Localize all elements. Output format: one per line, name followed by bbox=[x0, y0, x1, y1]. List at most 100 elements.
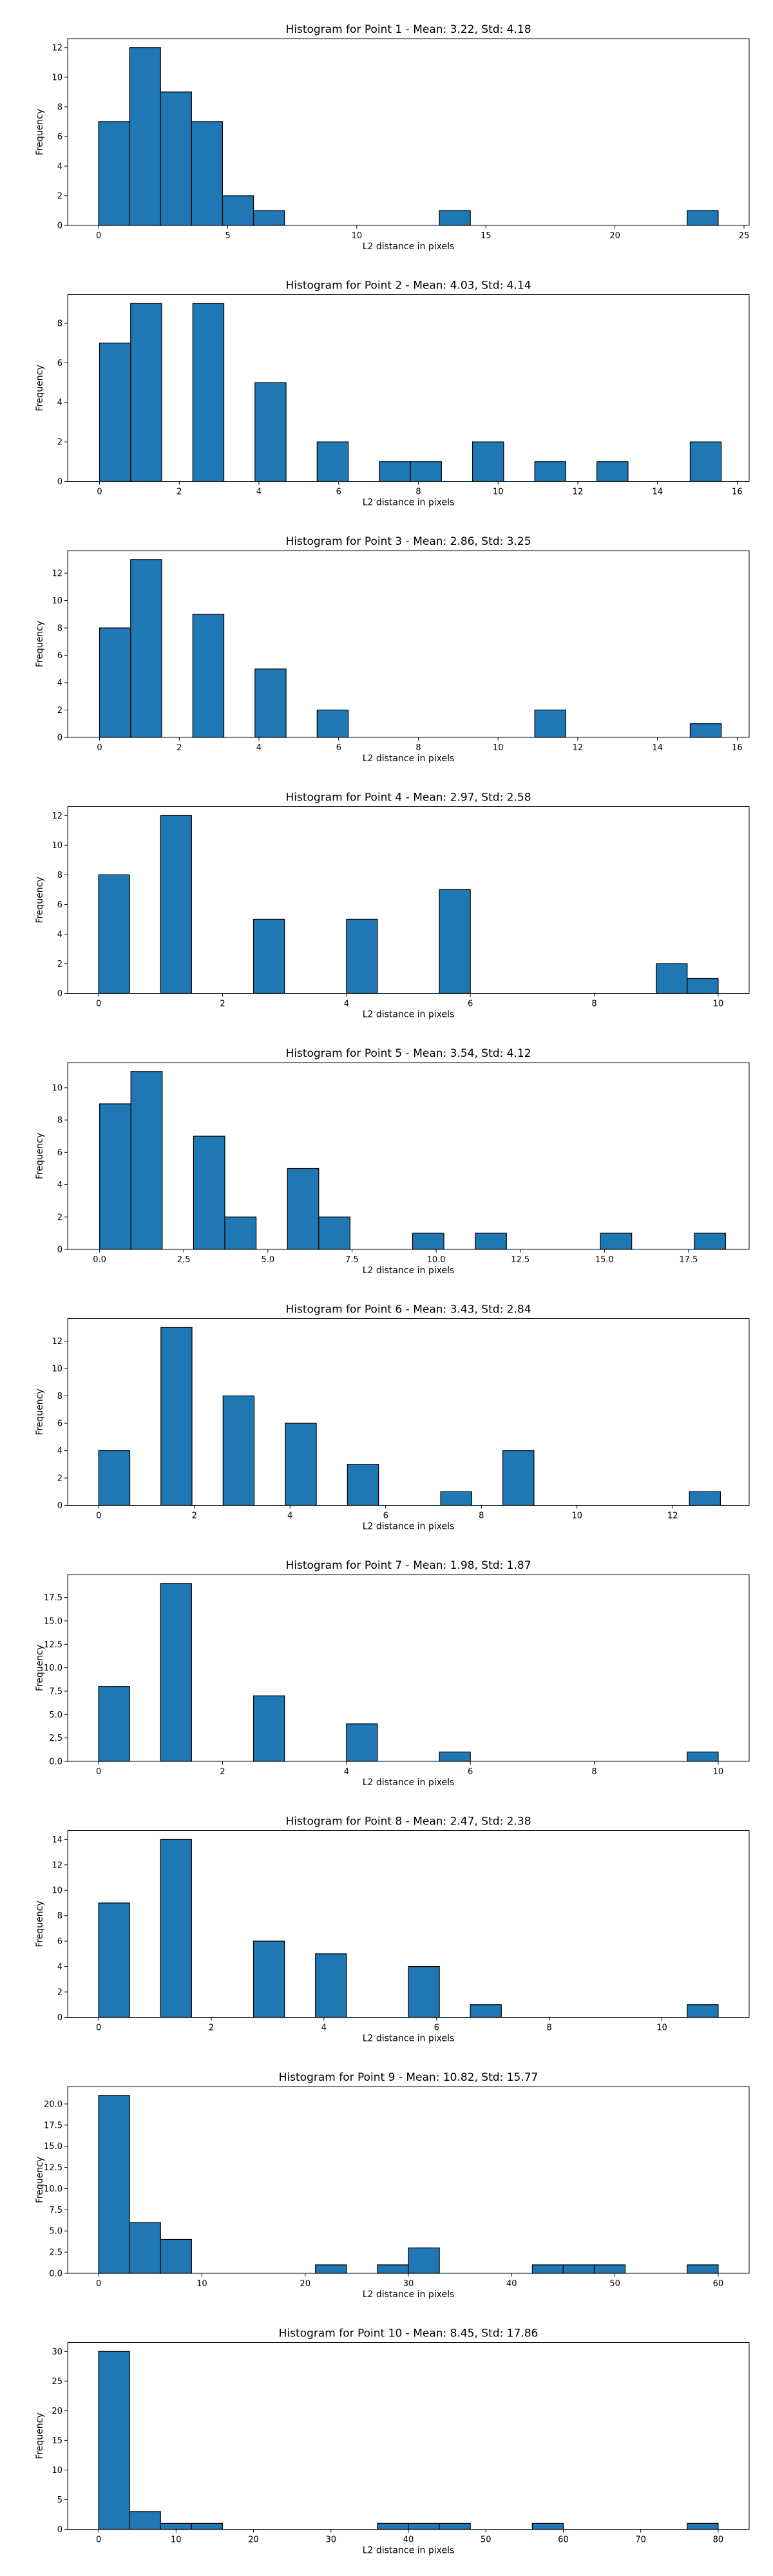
histogram-bar bbox=[534, 709, 566, 738]
histogram-bar bbox=[472, 441, 504, 482]
y-axis-label: Frequency bbox=[35, 1388, 45, 1435]
histogram-bar bbox=[130, 559, 162, 738]
chart-title: Histogram for Point 2 - Mean: 4.03, Std:… bbox=[285, 279, 531, 292]
y-tick-label: 10 bbox=[52, 596, 62, 606]
y-tick-label: 6 bbox=[57, 1937, 62, 1947]
chart-title: Histogram for Point 4 - Mean: 2.97, Std:… bbox=[285, 791, 531, 804]
y-tick-label: 15.0 bbox=[44, 2142, 62, 2152]
y-tick-label: 2 bbox=[57, 1213, 62, 1222]
x-tick-label: 10 bbox=[713, 999, 724, 1009]
y-tick-label: 8 bbox=[57, 1911, 62, 1921]
y-tick-label: 8 bbox=[57, 102, 62, 112]
y-tick-label: 0 bbox=[57, 2525, 62, 2535]
y-tick-label: 6 bbox=[57, 900, 62, 910]
histogram-panel-5: 0.0 2.5 5.0 7.5 10.0 12.5 15.0 17.5 0 2 4 6 8 10 Histo… bbox=[35, 1047, 750, 1276]
x-tick-label: 8 bbox=[546, 2023, 551, 2033]
y-tick-label: 5.0 bbox=[49, 1710, 62, 1720]
y-tick-label: 15.0 bbox=[44, 1616, 62, 1626]
histogram-bar bbox=[253, 918, 285, 994]
x-tick-label: 30 bbox=[325, 2535, 336, 2545]
histogram-bar bbox=[254, 382, 287, 482]
y-tick-label: 14 bbox=[52, 1835, 62, 1845]
histogram-bar bbox=[379, 461, 411, 482]
x-tick-label: 0 bbox=[96, 2535, 101, 2545]
x-tick-label: 50 bbox=[609, 2279, 620, 2289]
x-tick-label: 6 bbox=[468, 1767, 473, 1777]
histogram-bar bbox=[99, 627, 131, 738]
histogram-bar bbox=[534, 461, 566, 482]
chart-title: Histogram for Point 6 - Mean: 3.43, Std:… bbox=[285, 1303, 531, 1316]
y-tick-label: 7.5 bbox=[49, 1687, 62, 1696]
y-tick-label: 0 bbox=[57, 222, 62, 231]
histogram-bar bbox=[192, 303, 225, 482]
histogram-bar bbox=[253, 1695, 285, 1762]
histogram-bar bbox=[99, 343, 131, 482]
y-tick-label: 2 bbox=[57, 706, 62, 715]
x-tick-label: 60 bbox=[713, 2279, 724, 2289]
chart-title: Histogram for Point 5 - Mean: 3.54, Std:… bbox=[285, 1047, 531, 1060]
y-tick-label: 0.0 bbox=[49, 2269, 62, 2279]
y-tick-label: 4 bbox=[57, 1446, 62, 1456]
x-axis-label: L2 distance in pixels bbox=[363, 2546, 455, 2556]
histogram-bar bbox=[316, 441, 349, 482]
x-tick-label: 0 bbox=[96, 1767, 101, 1777]
x-tick-label: 8 bbox=[415, 743, 421, 753]
y-tick-label: 2.5 bbox=[49, 2248, 62, 2258]
histogram-bar bbox=[412, 1233, 444, 1250]
histogram-bar bbox=[346, 918, 378, 994]
x-tick-label: 0 bbox=[96, 2279, 101, 2289]
x-tick-label: 6 bbox=[336, 743, 341, 753]
y-tick-label: 15 bbox=[52, 2436, 62, 2446]
histogram-bar bbox=[318, 1217, 350, 1250]
chart-title: Histogram for Point 10 - Mean: 8.45, Std… bbox=[279, 2327, 539, 2340]
y-tick-label: 8 bbox=[57, 624, 62, 634]
x-axis-label: L2 distance in pixels bbox=[363, 1777, 455, 1788]
histogram-bar bbox=[98, 1450, 131, 1506]
y-tick-label: 6 bbox=[57, 1419, 62, 1429]
y-tick-label: 12 bbox=[52, 43, 62, 53]
y-tick-label: 0.0 bbox=[49, 1757, 62, 1767]
histogram-panel-9: 0 10 20 30 40 50 60 0.0 2.5 5.0 7.5 10.0 12.5 15.0 17.… bbox=[35, 2071, 750, 2300]
histogram-bar bbox=[193, 1135, 225, 1250]
x-tick-label: 12 bbox=[573, 488, 584, 497]
x-tick-label: 15.0 bbox=[595, 1255, 614, 1265]
plot-frame bbox=[67, 1318, 750, 1506]
histogram-bar bbox=[129, 2222, 161, 2274]
y-tick-label: 5 bbox=[57, 2496, 62, 2505]
histogram-bar bbox=[687, 2004, 719, 2018]
y-tick-label: 20.0 bbox=[44, 2099, 62, 2109]
histogram-bar bbox=[531, 2523, 564, 2530]
histogram-bar bbox=[377, 2264, 409, 2274]
x-tick-label: 8 bbox=[479, 1511, 484, 1521]
x-tick-label: 10 bbox=[352, 231, 363, 241]
y-axis-label: Frequency bbox=[35, 1900, 45, 1947]
x-tick-label: 0 bbox=[96, 231, 101, 241]
y-tick-label: 4 bbox=[57, 398, 62, 408]
histogram-bar bbox=[98, 1686, 130, 1762]
y-tick-label: 2 bbox=[57, 191, 62, 201]
y-tick-label: 12 bbox=[52, 569, 62, 579]
y-tick-label: 12.5 bbox=[44, 2163, 62, 2173]
histogram-bar bbox=[253, 210, 285, 226]
histogram-bar bbox=[222, 1395, 255, 1506]
y-axis-label: Frequency bbox=[35, 2157, 45, 2203]
histogram-bar bbox=[346, 1723, 378, 1762]
histogram-bar bbox=[408, 2523, 440, 2530]
y-tick-label: 10 bbox=[52, 73, 62, 82]
histogram-bar bbox=[315, 2264, 347, 2274]
x-tick-label: 6 bbox=[336, 488, 341, 497]
histogram-bar bbox=[439, 1751, 471, 1762]
y-tick-label: 6 bbox=[57, 651, 62, 661]
histogram-bar bbox=[439, 210, 471, 226]
y-tick-label: 17.5 bbox=[44, 1593, 62, 1603]
x-tick-label: 12 bbox=[573, 743, 584, 753]
x-tick-label: 7.5 bbox=[345, 1255, 359, 1265]
y-tick-label: 6 bbox=[57, 1148, 62, 1158]
histogram-bar bbox=[593, 2264, 626, 2274]
y-tick-label: 12 bbox=[52, 811, 62, 821]
histogram-bar bbox=[130, 1071, 163, 1250]
x-tick-label: 12.5 bbox=[511, 1255, 530, 1265]
histogram-bar bbox=[689, 723, 722, 738]
y-tick-label: 12.5 bbox=[44, 1640, 62, 1650]
x-tick-label: 2.5 bbox=[177, 1255, 191, 1265]
